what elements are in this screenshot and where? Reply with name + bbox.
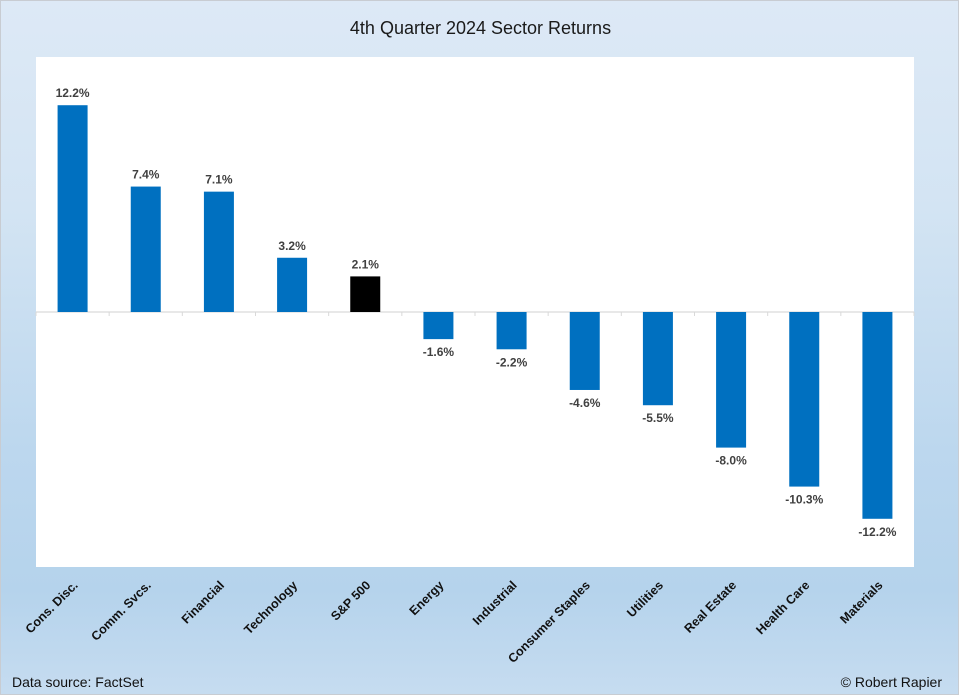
bar-utilities — [642, 312, 673, 406]
x-tick-label: Comm. Svcs. — [88, 578, 153, 643]
data-label: 3.2% — [278, 239, 306, 253]
data-label: 2.1% — [352, 257, 380, 271]
copyright-note: © Robert Rapier — [840, 674, 942, 690]
x-tick-label: Financial — [179, 578, 227, 626]
data-source-note: Data source: FactSet — [12, 674, 144, 690]
bar-technology — [277, 257, 308, 312]
bar-health-care — [789, 312, 820, 487]
data-label: -8.0% — [715, 454, 747, 468]
data-label: -10.3% — [785, 493, 823, 507]
bar-comm-svcs — [130, 186, 161, 312]
x-tick-label: Industrial — [470, 578, 520, 628]
x-tick-label: Cons. Disc. — [23, 578, 81, 636]
bar-financial — [203, 191, 234, 312]
bar-industrial — [496, 312, 527, 350]
data-label: -5.5% — [642, 411, 674, 425]
chart-title: 4th Quarter 2024 Sector Returns — [349, 18, 612, 38]
x-tick-label: Real Estate — [682, 578, 740, 636]
data-label: 7.4% — [132, 168, 160, 182]
x-tick-label: Utilities — [624, 578, 666, 620]
data-label: 12.2% — [56, 86, 90, 100]
data-label: -2.2% — [496, 355, 528, 369]
bar-real-estate — [716, 312, 747, 448]
data-label: -4.6% — [569, 396, 601, 410]
bar-s-p-500 — [350, 276, 381, 312]
x-tick-label: Health Care — [753, 578, 812, 637]
bar-cons-disc — [57, 105, 88, 313]
bar-materials — [862, 312, 893, 519]
data-label: 7.1% — [205, 173, 233, 187]
bar-energy — [423, 312, 454, 340]
x-tick-label: Materials — [837, 578, 885, 626]
bar-consumer-staples — [569, 312, 600, 390]
x-tick-label: S&P 500 — [328, 578, 373, 623]
x-tick-label: Energy — [407, 578, 447, 618]
data-label: -1.6% — [423, 345, 455, 359]
data-label: -12.2% — [858, 525, 896, 539]
x-tick-label: Consumer Staples — [505, 578, 593, 666]
x-tick-label: Technology — [241, 578, 300, 637]
